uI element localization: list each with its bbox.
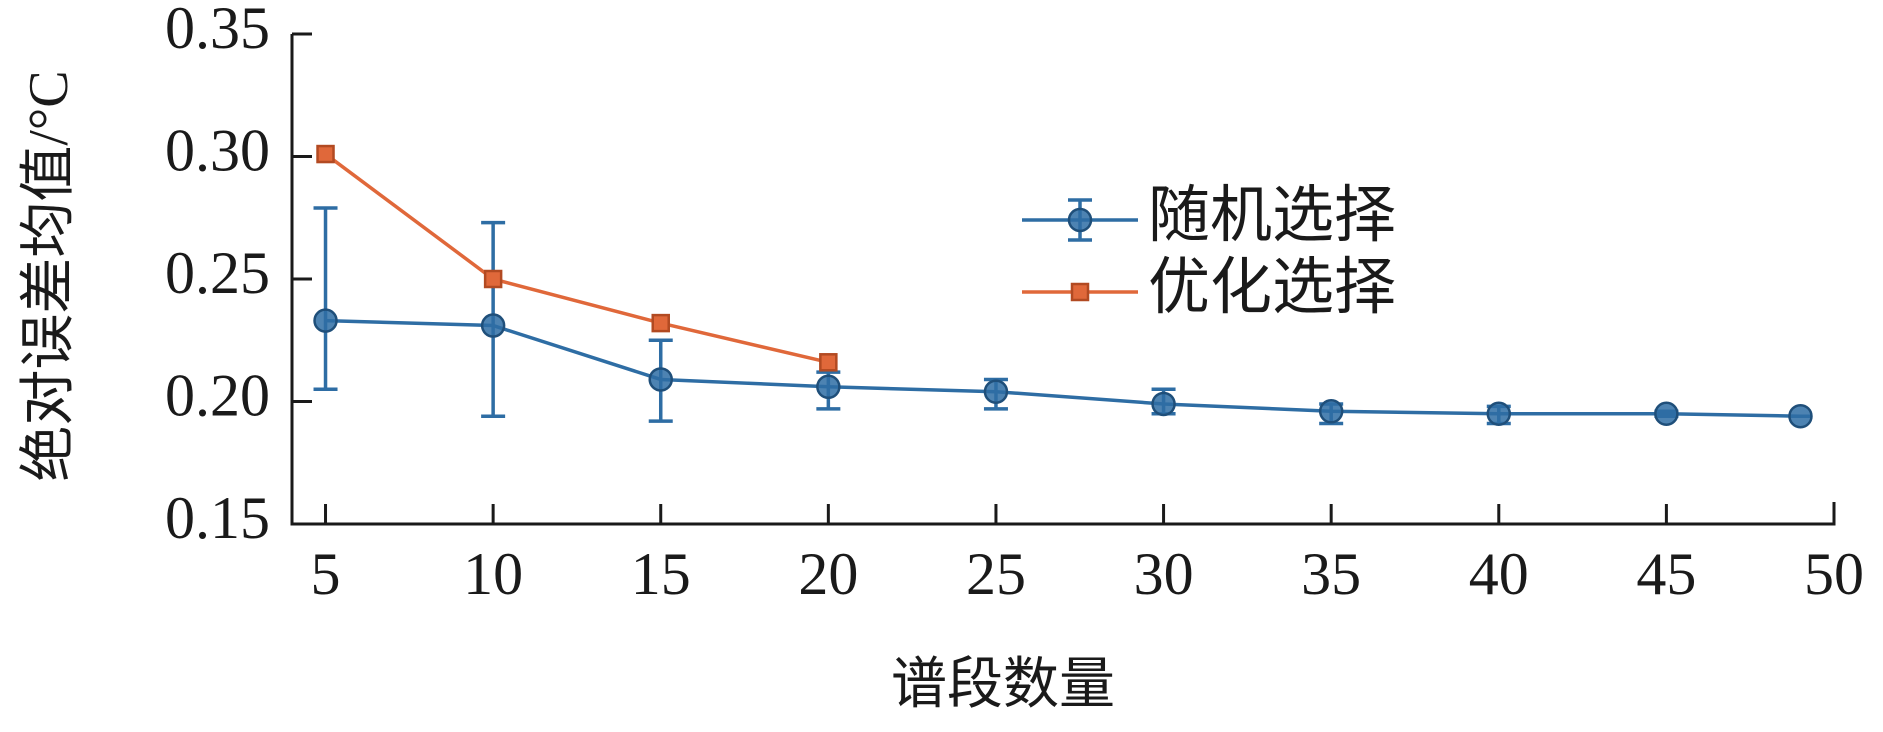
y-tick-label: 0.15 <box>165 485 270 551</box>
axis <box>290 34 1836 526</box>
point <box>1486 401 1512 426</box>
x-tick-label: 25 <box>966 541 1026 607</box>
legend-label: 随机选择 <box>1148 182 1396 250</box>
y-tick-label: 0.25 <box>165 240 270 306</box>
x-tick-label: 5 <box>311 541 341 607</box>
point <box>1151 391 1176 417</box>
x-tick-label: 10 <box>463 541 523 607</box>
y-tick-label: 0.35 <box>165 0 270 61</box>
point <box>1654 401 1679 426</box>
series-line <box>325 318 1801 418</box>
x-tick-label: 20 <box>798 541 858 607</box>
legend-marker <box>1070 282 1090 302</box>
legend-label: 优化选择 <box>1148 254 1396 322</box>
x-tick-label: 40 <box>1469 541 1529 607</box>
x-tick-label: 35 <box>1301 541 1361 607</box>
x-tick-label: 50 <box>1804 541 1864 607</box>
y-tick-label: 0.30 <box>165 117 270 183</box>
point <box>819 353 838 372</box>
legend-marker <box>1067 207 1093 233</box>
x-tick-label: 30 <box>1134 541 1194 607</box>
y-axis-label: 绝对误差均值/°C <box>18 70 80 481</box>
point <box>1788 403 1813 429</box>
point <box>483 269 503 289</box>
point <box>651 313 670 333</box>
series-line <box>324 152 829 365</box>
error-bar <box>313 206 338 391</box>
y-tick-label: 0.20 <box>165 362 270 428</box>
point <box>648 367 673 392</box>
point <box>480 313 506 338</box>
point <box>316 144 335 164</box>
x-axis-label: 谱段数量 <box>891 654 1115 716</box>
point <box>1318 399 1344 424</box>
point <box>983 379 1009 404</box>
point <box>313 308 338 333</box>
x-tick-label: 15 <box>631 541 691 607</box>
point <box>816 374 841 400</box>
x-tick-label: 45 <box>1636 541 1696 607</box>
